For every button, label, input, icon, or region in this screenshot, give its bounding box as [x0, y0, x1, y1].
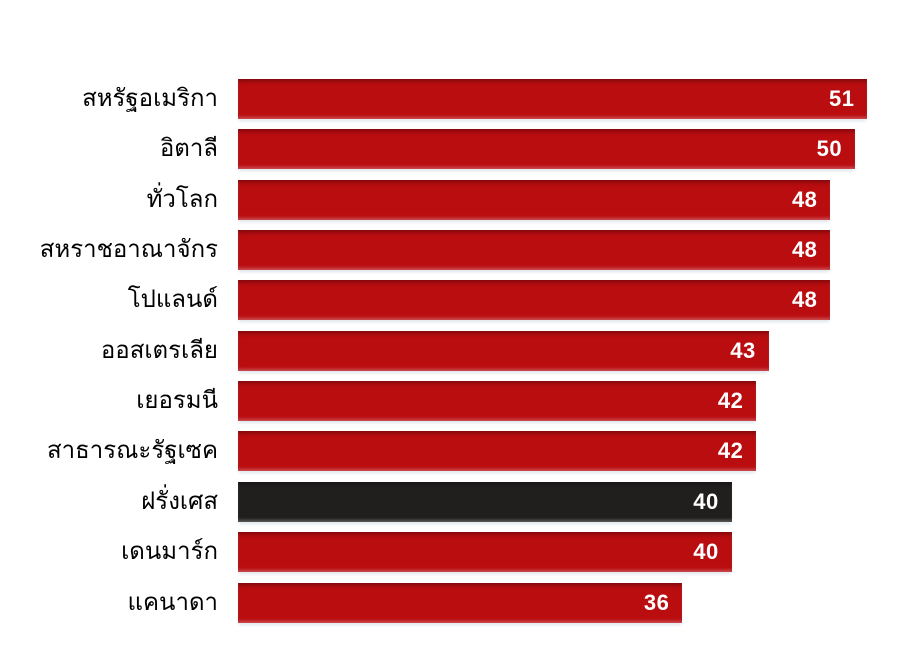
category-label: สหราชอาณาจักร	[39, 236, 218, 264]
bar: 40	[238, 532, 732, 573]
category-label: ทั่วโลก	[146, 185, 218, 213]
bar-row: เยอรมนี 42	[0, 381, 923, 422]
category-label: แคนาดา	[127, 588, 218, 616]
value-label: 42	[717, 388, 744, 414]
bar: 48	[238, 179, 831, 220]
value-label: 42	[717, 438, 744, 464]
value-label: 48	[791, 237, 818, 263]
bar: 48	[238, 230, 831, 271]
bar: 42	[238, 431, 757, 472]
value-label: 48	[791, 287, 818, 313]
bar-highlighted: 40	[238, 481, 732, 522]
category-label: สหรัฐอเมริกา	[82, 85, 218, 112]
value-label: 36	[643, 589, 670, 615]
bar: 50	[238, 129, 856, 170]
bar: 51	[238, 79, 868, 119]
value-label: 48	[791, 186, 818, 212]
category-label: ออสเตรเลีย	[100, 336, 218, 364]
bar-row: อิตาลี 50	[0, 129, 923, 170]
category-label: เดนมาร์ก	[121, 538, 218, 566]
bar-row: โปแลนด์ 48	[0, 280, 923, 321]
bar: 42	[238, 381, 757, 422]
category-label: อิตาลี	[159, 135, 218, 163]
bar-row: แคนาดา 36	[0, 582, 923, 623]
bar: 43	[238, 330, 769, 371]
value-label: 50	[816, 136, 843, 162]
bar-row: สหราชอาณาจักร 48	[0, 230, 923, 271]
value-label: 51	[828, 86, 855, 111]
value-label: 40	[693, 539, 719, 565]
category-label: โปแลนด์	[127, 286, 218, 314]
bar-row: สหรัฐอเมริกา 51	[0, 79, 923, 119]
bar: 36	[238, 582, 683, 623]
bar-row: ทั่วโลก 48	[0, 179, 923, 220]
bar-row: เดนมาร์ก 40	[0, 532, 923, 573]
bar-row: สาธารณะรัฐเซค 42	[0, 431, 923, 472]
bar-row: ออสเตรเลีย 43	[0, 330, 923, 371]
category-label: สาธารณะรัฐเซค	[47, 437, 218, 465]
category-label: เยอรมนี	[136, 387, 218, 415]
bar-row: ฝรั่งเศส 40	[0, 481, 923, 522]
value-label: 43	[730, 337, 756, 363]
bar: 48	[238, 280, 831, 321]
value-label: 40	[693, 488, 719, 514]
category-label: ฝรั่งเศส	[141, 487, 218, 515]
